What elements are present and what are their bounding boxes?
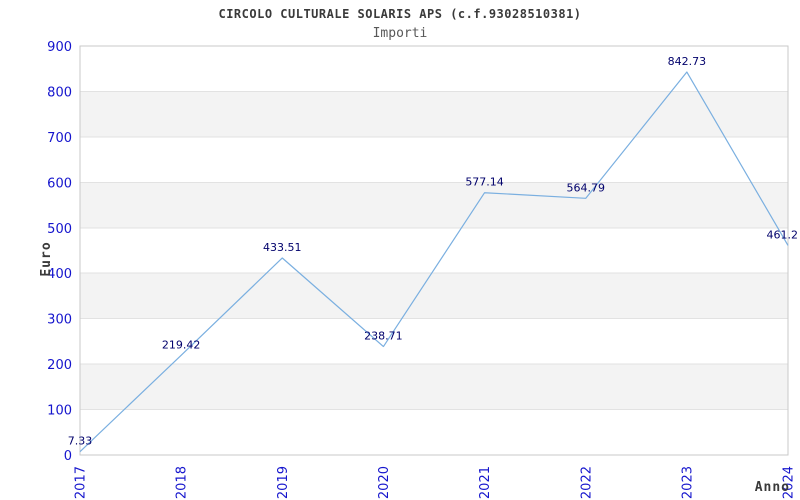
point-label: 7.33 [68, 435, 93, 448]
x-tick-label: 2024 [782, 466, 797, 499]
x-tick-label: 2022 [579, 466, 594, 499]
x-tick-label: 2020 [377, 466, 392, 499]
chart-title: CIRCOLO CULTURALE SOLARIS APS (c.f.93028… [218, 7, 582, 21]
point-label: 219.42 [162, 338, 201, 351]
grid-band [80, 364, 788, 410]
point-label: 577.14 [465, 176, 504, 189]
data-line [79, 71, 789, 453]
y-axis-title: Euro [39, 241, 54, 276]
grid-band [80, 273, 788, 319]
y-tick-label: 700 [47, 131, 72, 146]
y-tick-label: 800 [47, 85, 72, 100]
y-tick-label: 0 [64, 449, 72, 464]
x-tick-label: 2019 [276, 466, 291, 499]
chart-subtitle: Importi [372, 26, 428, 41]
x-tick-label: 2017 [74, 466, 89, 499]
y-tick-label: 400 [47, 267, 72, 282]
y-tick-label: 600 [47, 176, 72, 191]
x-axis-title: Anno [755, 480, 790, 495]
point-label: 461.2 [767, 228, 799, 241]
x-tick-label: 2018 [175, 466, 190, 499]
point-label: 842.73 [668, 55, 707, 68]
point-label: 433.51 [263, 241, 302, 254]
plot-border [79, 45, 789, 456]
y-tick-label: 300 [47, 313, 72, 328]
y-tick-label: 200 [47, 358, 72, 373]
y-tick-label: 100 [47, 404, 72, 419]
x-tick-label: 2023 [680, 466, 695, 499]
y-tick-label: 900 [47, 40, 72, 55]
grid-band [80, 91, 788, 137]
point-label: 238.71 [364, 330, 403, 343]
point-label: 564.79 [566, 181, 605, 194]
grid-band [80, 182, 788, 228]
x-tick-label: 2021 [478, 466, 493, 499]
y-tick-label: 500 [47, 222, 72, 237]
